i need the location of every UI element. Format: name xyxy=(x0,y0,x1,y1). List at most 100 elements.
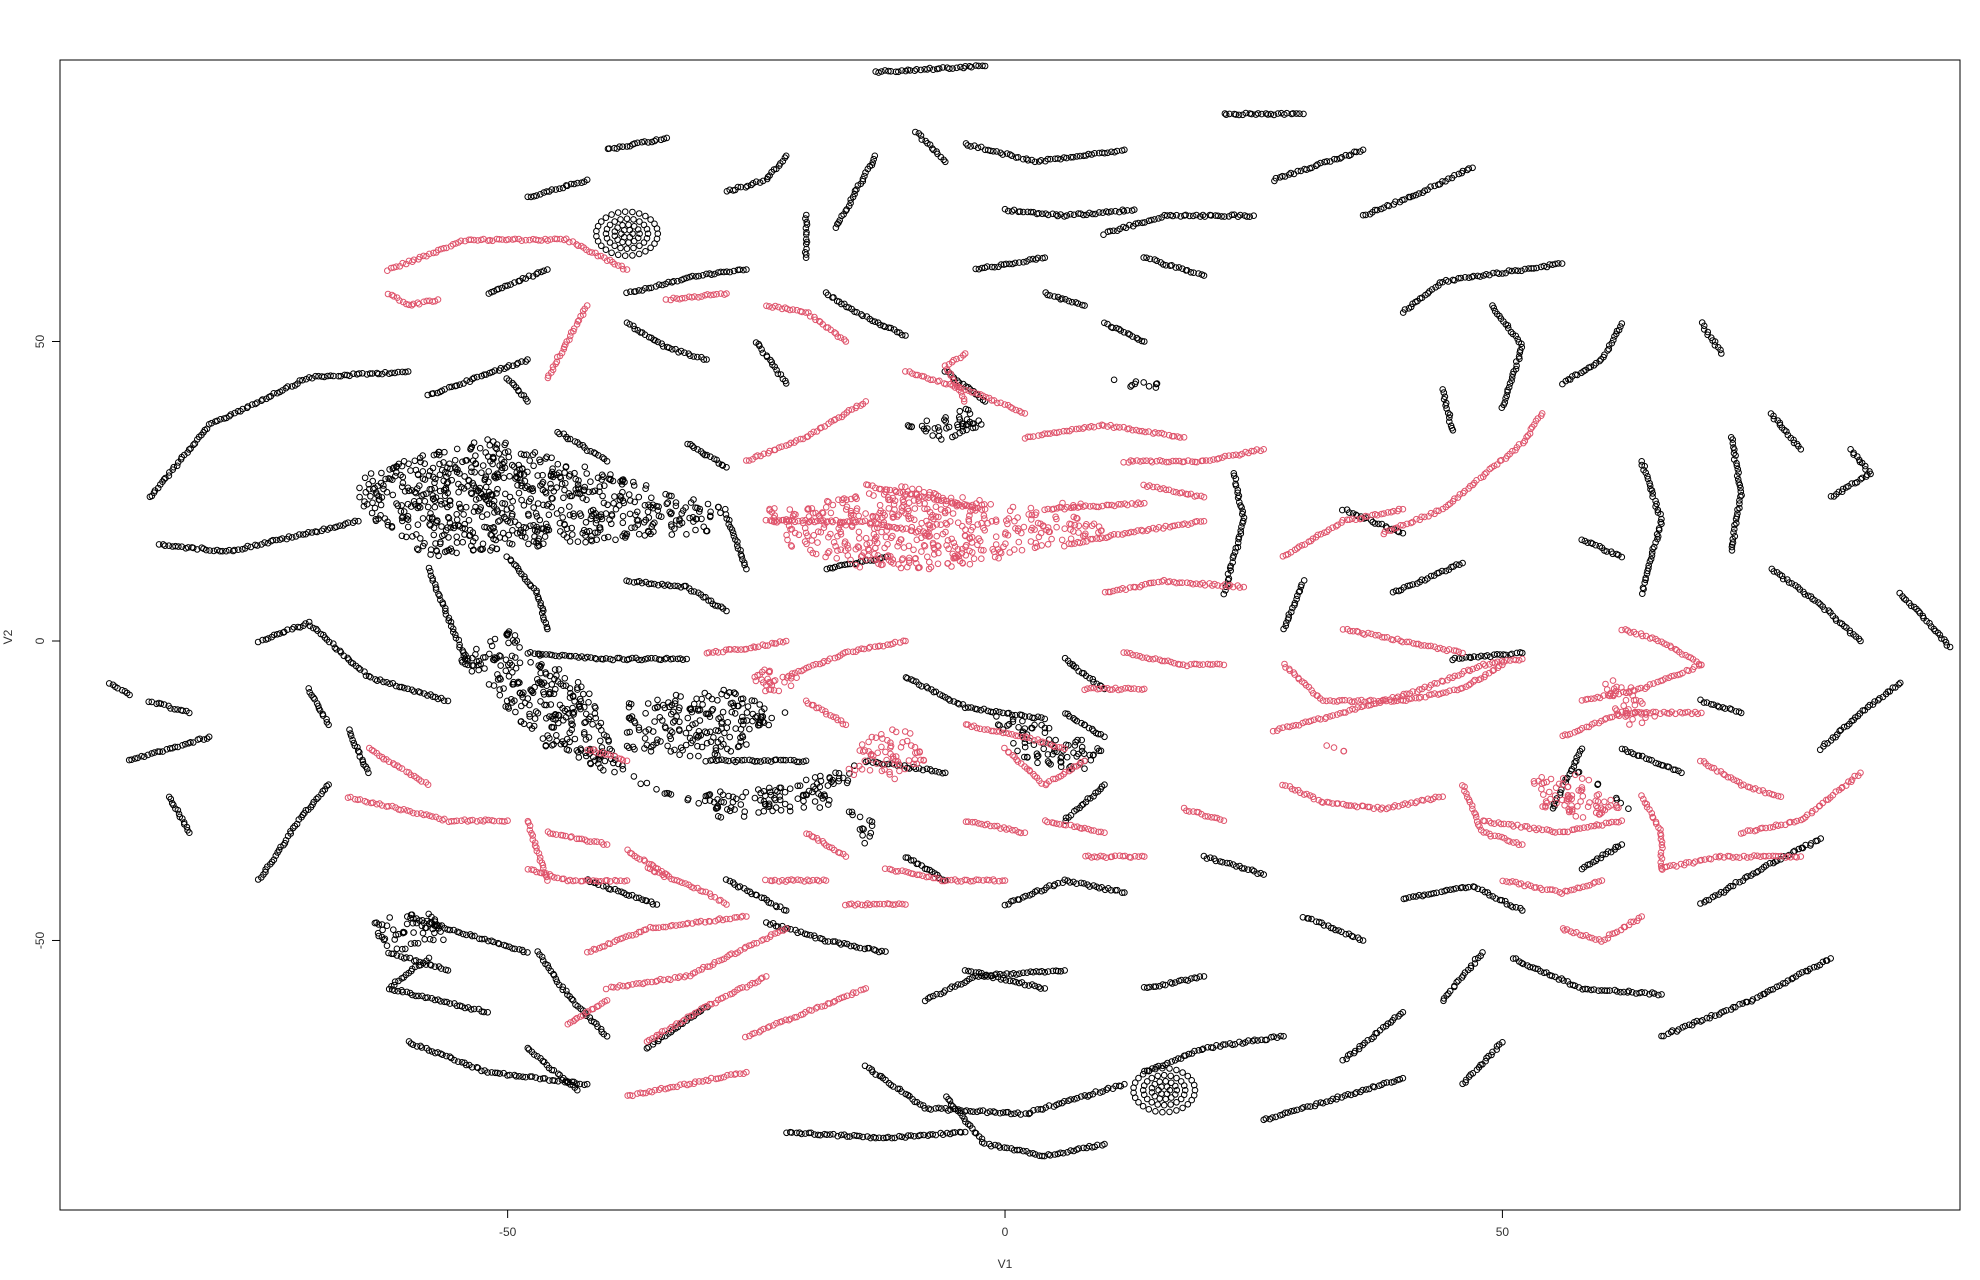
data-point xyxy=(391,987,398,995)
data-point xyxy=(1785,579,1793,586)
data-point xyxy=(1754,868,1762,875)
data-point xyxy=(1645,562,1652,569)
data-point xyxy=(497,662,505,669)
data-point xyxy=(506,493,514,501)
data-point xyxy=(1200,973,1208,980)
data-point xyxy=(1362,211,1369,219)
data-point xyxy=(933,990,940,998)
data-point xyxy=(1323,1098,1330,1105)
data-point xyxy=(454,1058,462,1065)
data-point xyxy=(1054,967,1062,975)
data-point xyxy=(861,839,869,847)
data-point xyxy=(407,467,414,474)
data-point xyxy=(1655,991,1662,999)
data-point xyxy=(695,800,703,807)
data-point xyxy=(394,368,402,376)
data-point xyxy=(392,472,399,480)
data-point xyxy=(305,529,312,536)
data-point xyxy=(259,396,266,403)
data-point xyxy=(269,536,277,544)
data-point xyxy=(1518,959,1525,967)
data-point xyxy=(611,493,618,500)
data-point xyxy=(1160,1071,1168,1079)
data-point xyxy=(331,644,339,652)
data-point xyxy=(1094,1141,1101,1149)
data-point xyxy=(1353,148,1360,156)
data-point xyxy=(355,664,363,672)
data-point xyxy=(1938,635,1945,642)
data-point xyxy=(1442,399,1450,407)
data-point xyxy=(1038,714,1045,721)
data-point xyxy=(1045,1102,1053,1109)
data-point xyxy=(383,942,391,950)
data-point xyxy=(643,779,651,787)
data-point xyxy=(585,699,592,706)
data-point xyxy=(1702,897,1710,904)
data-point xyxy=(1162,1095,1169,1103)
data-point xyxy=(1001,1144,1008,1151)
data-point xyxy=(559,983,567,991)
data-point xyxy=(1409,893,1417,900)
data-point xyxy=(550,972,558,979)
data-point xyxy=(1736,504,1743,512)
data-point xyxy=(976,1107,984,1115)
data-point xyxy=(1174,1055,1182,1062)
data-point xyxy=(1736,1000,1743,1008)
data-point xyxy=(461,473,468,480)
data-point xyxy=(426,935,434,943)
data-point xyxy=(165,542,173,550)
data-point xyxy=(395,977,402,985)
data-point xyxy=(252,400,259,408)
data-point xyxy=(321,634,329,641)
data-point xyxy=(1846,629,1854,637)
data-point xyxy=(1229,1041,1236,1049)
data-point xyxy=(696,717,704,724)
data-point xyxy=(1735,469,1742,476)
data-point xyxy=(749,717,756,725)
data-point xyxy=(847,942,855,950)
data-point xyxy=(1735,479,1743,486)
data-point xyxy=(445,383,453,391)
data-point xyxy=(288,534,296,541)
data-point xyxy=(1839,485,1847,493)
data-point xyxy=(1445,278,1452,285)
data-point xyxy=(737,725,745,733)
data-point xyxy=(1113,886,1121,894)
data-point xyxy=(867,1134,874,1142)
data-point xyxy=(453,445,461,453)
data-point xyxy=(1641,579,1648,587)
data-point xyxy=(476,444,484,452)
data-point xyxy=(1718,350,1725,357)
data-point xyxy=(419,515,427,522)
data-point xyxy=(704,500,712,508)
data-point xyxy=(1290,1107,1298,1114)
data-point xyxy=(531,715,539,722)
data-point xyxy=(614,209,622,216)
data-point xyxy=(227,411,235,418)
data-point xyxy=(1045,724,1053,732)
data-point xyxy=(1509,955,1517,962)
data-point xyxy=(1658,991,1665,998)
data-point xyxy=(516,644,523,651)
x-axis-ticks: -50 0 50 xyxy=(499,1210,1509,1239)
data-point xyxy=(1016,970,1023,978)
data-point xyxy=(562,1077,570,1084)
data-point xyxy=(884,1133,892,1141)
data-point xyxy=(1104,1084,1112,1092)
data-point xyxy=(1505,384,1513,391)
data-point xyxy=(1455,275,1462,282)
data-point xyxy=(600,1030,608,1038)
data-point xyxy=(172,542,179,550)
data-point xyxy=(1336,155,1344,162)
data-point xyxy=(424,503,432,511)
data-point xyxy=(870,946,878,953)
data-point xyxy=(557,528,564,535)
data-point xyxy=(1733,513,1741,520)
data-point xyxy=(641,735,649,742)
data-point xyxy=(856,1132,863,1140)
data-point xyxy=(685,724,693,732)
data-point xyxy=(1168,1058,1175,1065)
data-point xyxy=(1087,756,1095,764)
data-point xyxy=(1198,1046,1206,1053)
